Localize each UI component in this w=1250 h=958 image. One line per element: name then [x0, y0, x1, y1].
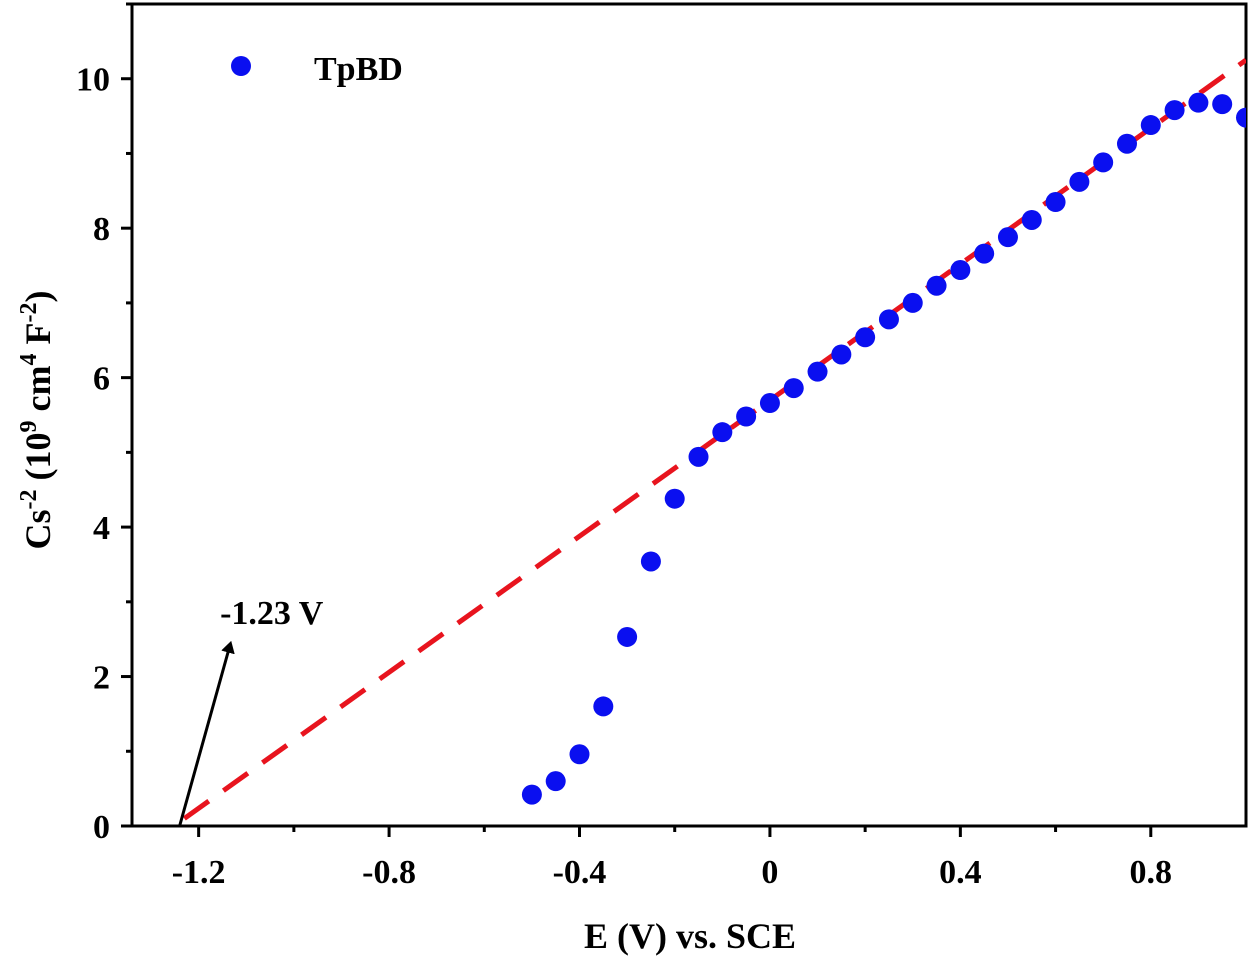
y-axis-title-exp3: 4: [16, 354, 42, 366]
data-point: [521, 784, 542, 805]
data-point: [855, 327, 876, 348]
data-point: [831, 344, 852, 365]
y-axis-title-mid: (10: [18, 432, 58, 489]
annotation-arrow: [178, 640, 235, 827]
data-point: [950, 260, 971, 281]
data-point: [1045, 192, 1066, 213]
data-point: [1212, 94, 1233, 115]
data-point: [545, 771, 566, 792]
y-axis-title-exp1: -2: [16, 489, 42, 509]
x-tick-label: 0: [761, 854, 778, 891]
data-point: [1093, 152, 1114, 173]
data-point: [783, 378, 804, 399]
y-axis-title-end: ): [18, 291, 58, 303]
y-axis-title-exp2: 9: [16, 420, 42, 432]
x-tick-label: -0.4: [553, 854, 607, 891]
x-tick-label: 0.4: [939, 854, 982, 891]
data-point: [902, 292, 923, 313]
data-point: [1164, 100, 1185, 121]
data-point: [664, 488, 685, 509]
data-point: [688, 446, 709, 467]
data-point: [569, 744, 590, 765]
y-axis-title-mid3: F: [18, 323, 58, 354]
data-point: [640, 551, 661, 572]
data-point: [1140, 115, 1161, 136]
plot-border: [130, 2, 1248, 828]
x-axis-ticks: -1.2 -0.8 -0.4 0 0.4 0.8: [172, 826, 1172, 891]
y-axis-title-mid2: cm: [18, 365, 58, 420]
data-point: [736, 406, 757, 427]
annotation-group: -1.23 V: [178, 595, 324, 827]
x-axis-title: E (V) vs. SCE: [584, 916, 796, 956]
data-point: [807, 361, 828, 382]
legend-label: TpBD: [314, 51, 403, 88]
legend: TpBD: [231, 51, 403, 88]
y-tick-label: 0: [93, 809, 110, 846]
data-point: [593, 696, 614, 717]
data-point: [997, 227, 1018, 248]
annotation-label: -1.23 V: [220, 595, 324, 632]
legend-marker: [231, 56, 251, 76]
plot-frame: [130, 2, 1248, 828]
fit-line: [182, 58, 1246, 821]
y-tick-label: 4: [93, 510, 110, 547]
data-point: [974, 243, 995, 264]
data-point: [926, 275, 947, 296]
y-tick-label: 2: [93, 660, 110, 697]
data-point: [878, 309, 899, 330]
y-axis-title-exp4: -2: [16, 303, 42, 323]
x-tick-label: -0.8: [362, 854, 416, 891]
data-point: [712, 422, 733, 443]
data-point: [1069, 171, 1090, 192]
data-point: [617, 626, 638, 647]
data-point: [1021, 209, 1042, 230]
x-tick-label: -1.2: [172, 854, 226, 891]
fit-line-group: [182, 58, 1246, 821]
y-tick-label: 8: [93, 211, 110, 248]
data-point: [1188, 92, 1209, 113]
y-tick-label: 6: [93, 361, 110, 398]
x-tick-label: 0.8: [1130, 854, 1173, 891]
data-point: [1116, 133, 1137, 154]
data-point: [1236, 107, 1246, 128]
data-points: [521, 92, 1246, 805]
y-axis-title-base: Cs: [18, 509, 58, 549]
y-axis-title: Cs-2 (109 cm4 F-2): [16, 291, 58, 550]
data-point: [759, 393, 780, 414]
y-tick-label: 10: [76, 62, 110, 99]
y-axis-ticks: 0 2 4 6 8 10: [76, 2, 132, 846]
